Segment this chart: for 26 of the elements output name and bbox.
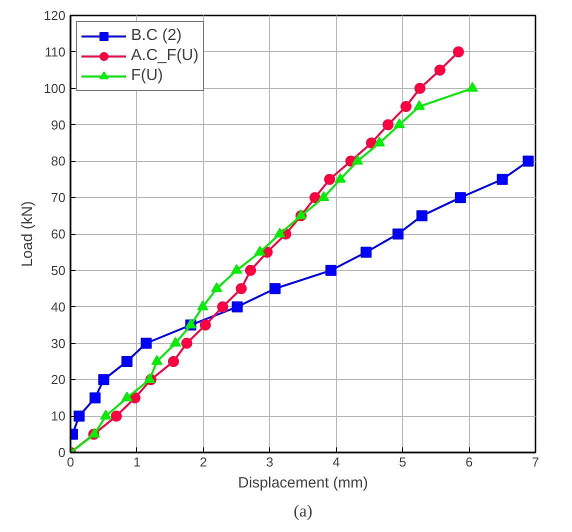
x-tick-label: 1: [133, 454, 141, 470]
y-tick-label: 30: [51, 336, 66, 351]
y-axis-title: Load (kN): [18, 201, 36, 267]
y-tick-label: 0: [58, 445, 66, 460]
x-tick-label: 7: [532, 454, 540, 470]
y-tick-label: 100: [44, 80, 66, 96]
legend-label: B.C (2): [131, 27, 182, 45]
x-axis-title: Displacement (mm): [238, 474, 368, 492]
y-tick-label: 90: [51, 117, 66, 132]
y-tick-label: 70: [51, 190, 66, 206]
x-tick-label: 3: [266, 454, 274, 470]
x-tick-label: 2: [200, 454, 207, 470]
y-tick-label: 10: [51, 408, 66, 424]
y-tick-label: 20: [51, 372, 66, 388]
x-tick-label: 6: [465, 454, 473, 470]
x-tick-label: 5: [399, 454, 406, 470]
y-tick-label: 60: [51, 226, 66, 242]
y-tick-label: 50: [51, 262, 66, 278]
y-tick-label: 40: [51, 299, 66, 314]
x-tick-label: 4: [332, 454, 340, 470]
text: (a): [294, 502, 312, 520]
y-tick-label: 110: [44, 44, 66, 60]
legend-label: F(U): [131, 67, 163, 85]
y-tick-label: 80: [51, 154, 66, 169]
legend-label: A.C_F(U): [131, 47, 199, 65]
y-tick-label: 120: [44, 8, 66, 23]
